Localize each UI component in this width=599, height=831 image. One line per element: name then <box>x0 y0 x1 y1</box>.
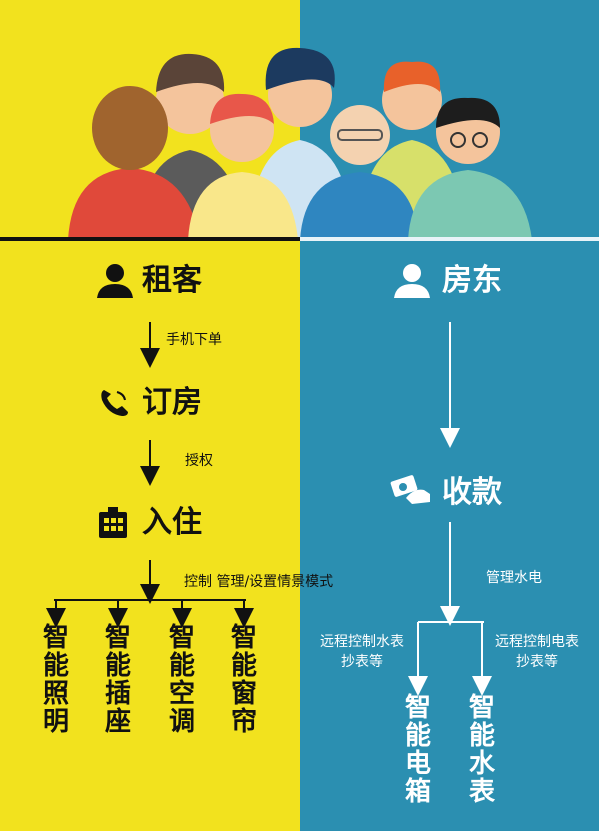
device-smart-lighting: 智能照明 <box>42 623 69 737</box>
person-front-2-illustration <box>188 93 298 240</box>
step-authorize-label: 授权 <box>185 453 213 469</box>
branch-water-meter-label: 远程控制水表 抄表等 <box>320 634 404 670</box>
device-smart-curtain: 智能窗帘 <box>230 623 257 737</box>
tenant-title: 租客 <box>142 263 202 298</box>
branch-electric-meter-label: 远程控制电表 抄表等 <box>495 634 579 670</box>
person-front-4-illustration <box>408 97 532 240</box>
people-illustration <box>68 47 532 240</box>
device-smart-water-meter: 智能水表 <box>468 693 495 807</box>
device-smart-distribution-box: 智能电箱 <box>404 693 431 807</box>
money-hand-icon <box>390 474 432 506</box>
person-front-1-illustration <box>68 86 200 240</box>
landlord-user-icon <box>392 262 432 298</box>
device-smart-socket: 智能插座 <box>104 623 131 737</box>
phone-icon <box>98 386 130 418</box>
step-order-label: 手机下单 <box>166 332 222 348</box>
building-icon <box>96 506 130 540</box>
payment-title: 收款 <box>442 475 502 510</box>
landlord-title: 房东 <box>442 263 502 298</box>
user-icon <box>95 262 135 298</box>
step-manage-utilities-label: 管理水电 <box>486 570 542 586</box>
device-smart-aircon: 智能空调 <box>168 623 195 737</box>
booking-title: 订房 <box>142 385 202 420</box>
checkin-title: 入住 <box>142 505 202 540</box>
person-front-3-illustration <box>300 105 418 240</box>
tenant-divider <box>0 237 300 241</box>
step-control-label: 控制 管理/设置情景模式 <box>184 574 334 590</box>
landlord-divider <box>300 237 599 241</box>
